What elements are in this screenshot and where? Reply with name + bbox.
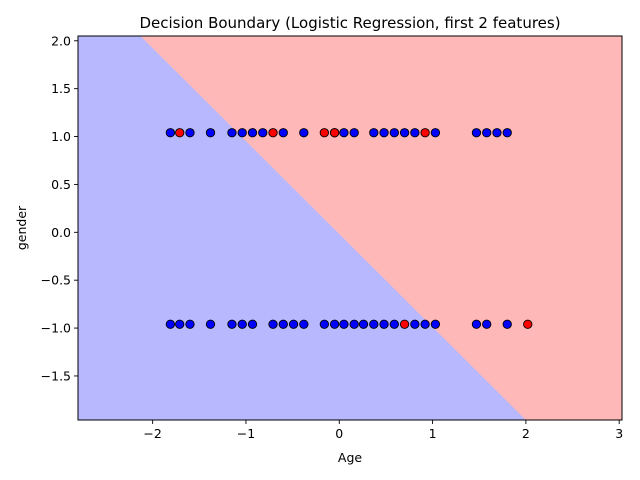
data-point-class-0 (369, 128, 379, 138)
y-tick-label: −1.0 (41, 321, 71, 336)
y-tick-label: 1.0 (51, 129, 71, 144)
data-point-class-0 (349, 319, 359, 329)
data-point-class-0 (339, 128, 349, 138)
data-point-class-0 (237, 128, 247, 138)
data-point-class-0 (389, 128, 399, 138)
data-point-class-0 (502, 128, 512, 138)
x-tick-label: −1 (237, 426, 255, 441)
data-point-class-0 (278, 319, 288, 329)
y-tick-label: 0.0 (51, 225, 71, 240)
data-point-class-0 (237, 319, 247, 329)
data-point-class-0 (278, 128, 288, 138)
x-tick-label: 3 (615, 426, 623, 441)
x-tick-label: −2 (143, 426, 161, 441)
data-point-class-0 (482, 319, 492, 329)
data-point-class-1 (268, 128, 278, 138)
data-point-class-0 (471, 128, 482, 138)
y-axis-ticks: −1.5 −1.0 −0.5 0.0 0.5 1.0 1.5 2.0 (41, 33, 78, 383)
data-point-class-0 (247, 319, 258, 329)
data-point-class-0 (165, 319, 176, 329)
data-point-class-0 (399, 128, 410, 138)
data-point-class-0 (349, 128, 359, 138)
x-axis-label: Age (338, 450, 362, 465)
x-tick-label: 2 (522, 426, 530, 441)
data-point-class-1 (319, 128, 329, 138)
data-point-class-0 (482, 128, 492, 138)
data-point-class-0 (329, 319, 340, 329)
data-point-class-0 (175, 319, 185, 329)
data-point-class-0 (299, 128, 309, 138)
data-point-class-0 (227, 128, 237, 138)
data-point-class-0 (430, 319, 441, 329)
data-point-class-1 (175, 128, 185, 138)
data-points (165, 128, 533, 329)
data-point-class-0 (258, 128, 268, 138)
y-tick-label: 2.0 (51, 33, 71, 48)
data-point-class-0 (205, 128, 216, 138)
data-point-class-0 (358, 319, 369, 329)
data-point-class-1 (329, 128, 340, 138)
data-point-class-0 (492, 128, 502, 138)
data-point-class-0 (410, 319, 420, 329)
data-point-class-0 (288, 319, 299, 329)
data-point-class-0 (420, 319, 430, 329)
plot-frame (77, 35, 623, 421)
data-point-class-0 (205, 319, 216, 329)
data-point-class-0 (165, 128, 176, 138)
data-point-class-1 (420, 128, 430, 138)
data-point-class-0 (299, 319, 309, 329)
y-tick-label: −1.5 (41, 368, 71, 383)
x-tick-label: 0 (335, 426, 343, 441)
chart-title: Decision Boundary (Logistic Regression, … (139, 14, 560, 32)
data-point-class-0 (379, 128, 389, 138)
y-tick-label: −0.5 (41, 273, 71, 288)
data-point-class-0 (410, 128, 420, 138)
data-point-class-0 (185, 319, 195, 329)
y-tick-label: 0.5 (51, 177, 71, 192)
data-point-class-1 (523, 319, 533, 329)
y-axis-label: gender (14, 205, 29, 250)
data-point-class-0 (471, 319, 482, 329)
x-axis-ticks: −2 −1 0 1 2 3 (143, 420, 623, 441)
data-point-class-0 (369, 319, 379, 329)
data-point-class-0 (319, 319, 329, 329)
data-point-class-1 (399, 319, 410, 329)
data-point-class-0 (339, 319, 349, 329)
data-point-class-0 (502, 319, 512, 329)
data-point-class-0 (379, 319, 389, 329)
data-point-class-0 (268, 319, 278, 329)
decision-regions (78, 36, 622, 420)
data-point-class-0 (185, 128, 195, 138)
data-point-class-0 (430, 128, 441, 138)
data-point-class-0 (389, 319, 399, 329)
data-point-class-0 (247, 128, 258, 138)
y-tick-label: 1.5 (51, 81, 71, 96)
x-tick-label: 1 (429, 426, 437, 441)
data-point-class-0 (227, 319, 237, 329)
